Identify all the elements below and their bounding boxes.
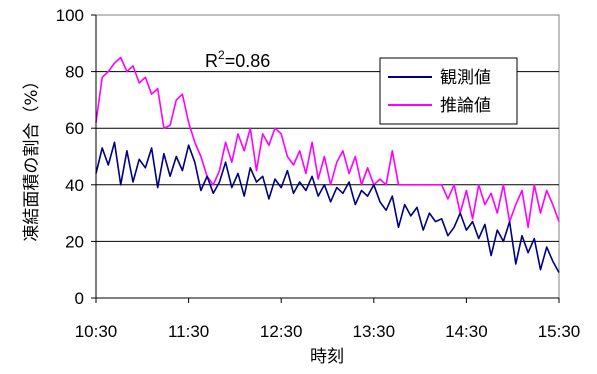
y-ticks: 0 20 40 60 80 100 [56,6,96,308]
x-tick-label: 15:30 [538,322,581,341]
x-tick-label: 12:30 [260,322,303,341]
series-layer [95,56,560,273]
gridlines [96,71,559,242]
y-axis-title: 凍結面積の割合（%） [22,72,42,241]
series-line-observed [95,141,560,273]
y-tick-label: 20 [65,232,84,251]
x-tick-label: 13:30 [353,322,396,341]
x-tick-label: 14:30 [445,322,488,341]
series-line-inferred [95,56,560,229]
y-tick-label: 100 [56,6,84,25]
legend: 観測値 推論値 [379,57,518,125]
y-tick-label: 0 [75,289,84,308]
legend-label-inferred: 推論値 [440,96,491,116]
r-squared-annotation: R2=0.86 [205,48,270,71]
x-tick-label: 10:30 [75,322,118,341]
x-ticks: 10:30 11:30 12:30 13:30 14:30 15:30 [75,298,581,341]
y-tick-label: 80 [65,63,84,82]
y-tick-label: 40 [65,176,84,195]
x-axis-title: 時刻 [310,347,344,367]
legend-label-observed: 観測値 [440,68,491,88]
legend-box [379,57,518,125]
y-tick-label: 60 [65,119,84,138]
x-tick-label: 11:30 [168,322,209,341]
